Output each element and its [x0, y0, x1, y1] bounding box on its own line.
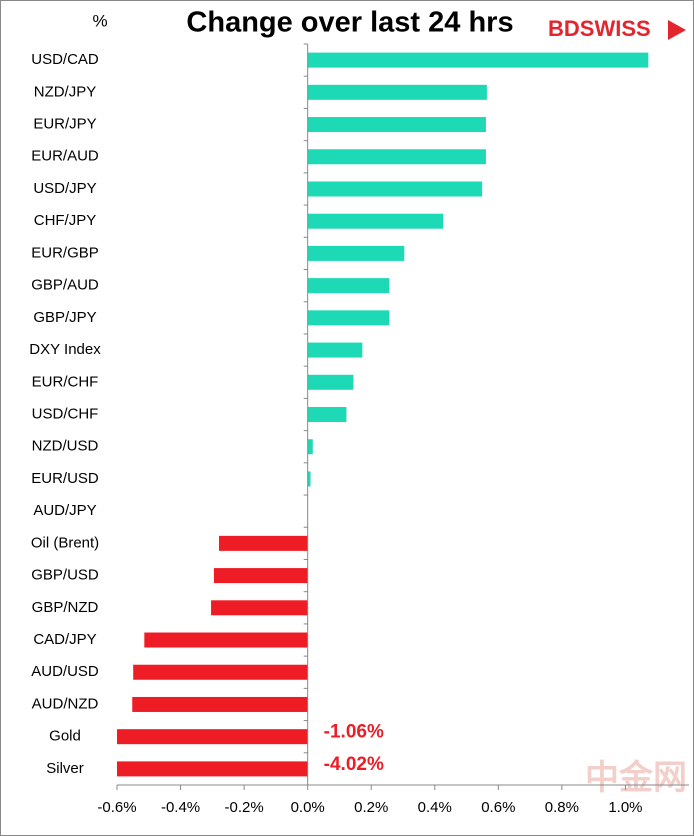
brand-icon — [668, 20, 686, 40]
bar — [307, 407, 347, 422]
y-tick-label: GBP/NZD — [32, 599, 99, 616]
y-tick-label: NZD/USD — [32, 438, 99, 455]
x-tick-label: 1.0% — [608, 799, 642, 816]
x-tick-label: -0.2% — [225, 799, 264, 816]
y-tick-label: CAD/JPY — [33, 631, 96, 648]
bar — [307, 84, 487, 100]
y-tick-label: AUD/NZD — [32, 695, 99, 712]
y-tick-label: AUD/USD — [31, 663, 99, 680]
bar — [211, 600, 308, 616]
x-tick-label: 0.8% — [545, 799, 579, 816]
brand-logo: BDSWISS — [548, 16, 651, 41]
bars — [117, 52, 649, 777]
value-label: -4.02% — [324, 754, 384, 775]
bar — [307, 117, 486, 133]
bar — [307, 149, 486, 165]
value-label: -1.06% — [324, 722, 384, 743]
y-tick-label: AUD/JPY — [33, 502, 96, 519]
bar — [132, 696, 308, 712]
bar — [117, 729, 308, 745]
x-tick-label: 0.4% — [418, 799, 452, 816]
y-tick-label: CHF/JPY — [34, 212, 97, 229]
x-tick-label: 0.2% — [354, 799, 388, 816]
y-tick-label: GBP/AUD — [31, 277, 99, 294]
bar — [307, 439, 313, 455]
bar — [307, 342, 363, 358]
bar — [307, 310, 390, 326]
bar — [307, 213, 444, 229]
bar — [133, 664, 308, 680]
y-tick-label: DXY Index — [29, 341, 101, 358]
y-tick-label: Silver — [46, 760, 84, 777]
bar — [307, 471, 311, 487]
chart-title: Change over last 24 hrs — [186, 7, 513, 39]
y-tick-label: USD/CHF — [32, 405, 99, 422]
bar — [219, 535, 308, 551]
y-tick-label: USD/CAD — [31, 51, 99, 68]
y-tick-label: EUR/JPY — [33, 116, 96, 133]
unit-label: % — [92, 11, 107, 30]
bar — [307, 181, 483, 197]
y-tick-label: GBP/USD — [31, 567, 99, 584]
watermark: 中金网 — [585, 758, 687, 797]
bar — [307, 52, 649, 68]
bar — [213, 568, 308, 584]
bar — [144, 632, 308, 648]
bar — [307, 278, 390, 294]
y-tick-label: Gold — [49, 728, 81, 745]
y-tick-label: EUR/GBP — [31, 244, 99, 261]
y-tick-label: NZD/JPY — [34, 83, 97, 100]
bar — [307, 245, 405, 261]
x-tick-label: -0.4% — [161, 799, 200, 816]
x-tick-label: -0.6% — [97, 799, 136, 816]
y-tick-label: GBP/JPY — [33, 309, 96, 326]
y-tick-label: Oil (Brent) — [31, 534, 99, 551]
x-tick-label: 0.6% — [481, 799, 515, 816]
y-tick-label: EUR/CHF — [32, 373, 99, 390]
y-tick-label: EUR/AUD — [31, 148, 99, 165]
y-tick-label: USD/JPY — [33, 180, 96, 197]
y-tick-label: EUR/USD — [31, 470, 99, 487]
bar — [117, 761, 308, 777]
x-tick-label: 0.0% — [291, 799, 325, 816]
bar — [307, 374, 354, 390]
